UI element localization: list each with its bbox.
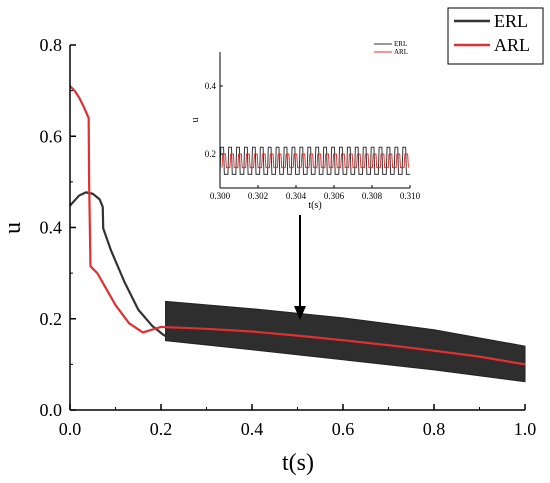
- legend-label-erl: ERL: [494, 11, 528, 31]
- x-tick-label: 0.6: [332, 419, 355, 439]
- x-tick-label: 1.0: [514, 419, 537, 439]
- main-series-lines: [69, 85, 526, 366]
- y-axis-label: u: [0, 222, 26, 234]
- x-tick-label: 0.0: [59, 419, 82, 439]
- inset-y-tick-label: 0.2: [205, 149, 216, 159]
- inset-axes: 0.300 0.302 0.304 0.306 0.308 0.310 0.2 0.4: [205, 52, 421, 201]
- x-tick-label: 0.2: [150, 419, 173, 439]
- legend-box: [447, 7, 544, 65]
- erl-band: [165, 300, 526, 383]
- inset-x-tick-label: 0.304: [286, 191, 307, 201]
- inset-series-line-arl: [221, 153, 409, 169]
- inset-y-axis-label: u: [190, 118, 201, 123]
- y-tick-label: 0.6: [40, 126, 63, 146]
- inset-legend-label-arl: ARL: [394, 48, 408, 56]
- inset-plot: 0.300 0.302 0.304 0.306 0.308 0.310 0.2 0.4 t(s…: [190, 40, 421, 211]
- erl-oscillation-band: [165, 300, 526, 383]
- pointer-arrow: [294, 215, 306, 320]
- x-tick-label: 0.8: [423, 419, 446, 439]
- legend-label-arl: ARL: [494, 35, 530, 55]
- y-tick-label: 0.2: [40, 309, 63, 329]
- series-line-erl: [69, 191, 167, 338]
- y-tick-label: 0.8: [40, 35, 63, 55]
- series-line-arl: [69, 85, 526, 366]
- y-tick-label: 0.4: [40, 218, 63, 238]
- inset-y-tick-label: 0.4: [205, 81, 217, 91]
- inset-x-tick-label: 0.308: [362, 191, 383, 201]
- y-tick-label: 0.0: [40, 400, 63, 420]
- legend: ERL ARL: [447, 7, 544, 65]
- inset-legend: ERL ARL: [374, 40, 408, 56]
- inset-series-lines: [219, 146, 410, 175]
- inset-legend-label-erl: ERL: [394, 40, 407, 48]
- main-plot: 0.0 0.2 0.4 0.6 0.8 1.0 0.0 0.2 0.4 0.6 0.8 t(s) u: [0, 35, 536, 476]
- inset-x-tick-label: 0.300: [210, 191, 231, 201]
- inset-x-axis-label: t(s): [308, 200, 321, 211]
- pointer-arrow-head: [294, 306, 306, 320]
- main-axes: 0.0 0.2 0.4 0.6 0.8 1.0 0.0 0.2 0.4 0.6 0.8: [40, 35, 537, 439]
- inset-x-tick-label: 0.310: [400, 191, 421, 201]
- x-tick-label: 0.4: [241, 419, 264, 439]
- inset-series-line-erl: [219, 146, 410, 175]
- inset-x-tick-label: 0.302: [248, 191, 268, 201]
- x-axis-label: t(s): [282, 450, 314, 476]
- inset-x-tick-label: 0.306: [324, 191, 345, 201]
